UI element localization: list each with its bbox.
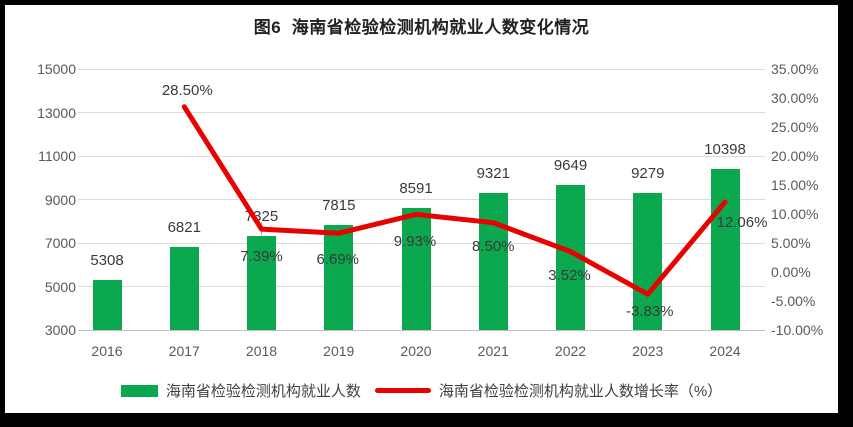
legend-bar-swatch [120, 384, 158, 397]
right-axis-tick-25.00: 25.00% [771, 119, 819, 135]
x-axis-line [78, 330, 765, 331]
right-axis-tick-10.00: 10.00% [771, 206, 819, 222]
x-axis-label-2018: 2018 [245, 343, 278, 359]
chart-title: 图6 海南省检验检测机构就业人数变化情况 [253, 18, 590, 37]
bar-2016 [92, 279, 122, 330]
x-axis-label-2023: 2023 [632, 343, 664, 359]
label-leader-line [261, 222, 262, 235]
left-axis-tick-15000: 15000 [37, 61, 76, 77]
bar-value-2020: 8591 [399, 180, 433, 198]
legend-line-swatch [374, 388, 431, 393]
right-axis-tick--10.00: -10.00% [771, 322, 824, 338]
bar-2024 [710, 169, 740, 330]
x-axis-label-2017: 2017 [168, 343, 200, 359]
left-axis-tick-11000: 11000 [38, 148, 76, 164]
x-axis-label-2021: 2021 [477, 343, 509, 359]
legend-bar-label: 海南省检验检测机构就业人数 [165, 383, 361, 400]
right-axis-tick--5.00: -5.00% [771, 293, 816, 309]
bar-2018 [247, 235, 276, 330]
left-axis-tick-3000: 3000 [44, 322, 76, 338]
right-axis-tick-0.00: 0.00% [771, 264, 811, 280]
x-axis-label-2016: 2016 [91, 343, 123, 359]
left-axis-tick-5000: 5000 [44, 278, 76, 295]
legend-item-employment: 海南省检验检测机构就业人数 [120, 380, 361, 401]
right-axis-tick-5.00: 5.00% [771, 235, 811, 251]
right-axis-tick-35.00: 35.00% [771, 61, 819, 77]
bar-2020 [401, 208, 431, 330]
gridline-11000 [78, 155, 765, 157]
gridline-15000 [78, 68, 765, 70]
x-axis-label-2020: 2020 [400, 343, 432, 359]
bar-value-2021: 9321 [476, 164, 510, 182]
bar-value-2017: 6821 [167, 218, 201, 236]
x-axis-label-2024: 2024 [709, 343, 741, 359]
right-axis-tick-20.00: 20.00% [771, 148, 819, 164]
bar-value-2016: 5308 [90, 251, 124, 269]
bar-value-2024: 10398 [704, 141, 746, 159]
right-axis-tick-15.00: 15.00% [771, 177, 819, 193]
left-axis-tick-13000: 13000 [37, 104, 76, 121]
bar-2017 [169, 246, 199, 330]
right-axis-tick-30.00: 30.00% [771, 90, 819, 106]
bar-2019 [324, 225, 354, 330]
bar-value-2022: 9649 [553, 157, 588, 175]
legend-item-growth-rate: 海南省检验检测机构就业人数增长率（%） [374, 380, 723, 401]
legend-line-label: 海南省检验检测机构就业人数增长率（%） [438, 383, 723, 400]
bar-value-2023: 9279 [631, 165, 665, 183]
legend: 海南省检验检测机构就业人数 海南省检验检测机构就业人数增长率（%） [5, 380, 838, 401]
bar-2023 [633, 193, 663, 330]
bar-2021 [478, 192, 508, 330]
gridline-13000 [78, 112, 765, 113]
bar-2022 [556, 185, 585, 330]
left-axis-tick-7000: 7000 [44, 235, 76, 251]
x-axis-label-2019: 2019 [323, 343, 355, 359]
bar-value-2019: 7815 [322, 197, 356, 215]
left-axis-tick-9000: 9000 [44, 191, 76, 208]
x-axis-label-2022: 2022 [554, 343, 587, 359]
